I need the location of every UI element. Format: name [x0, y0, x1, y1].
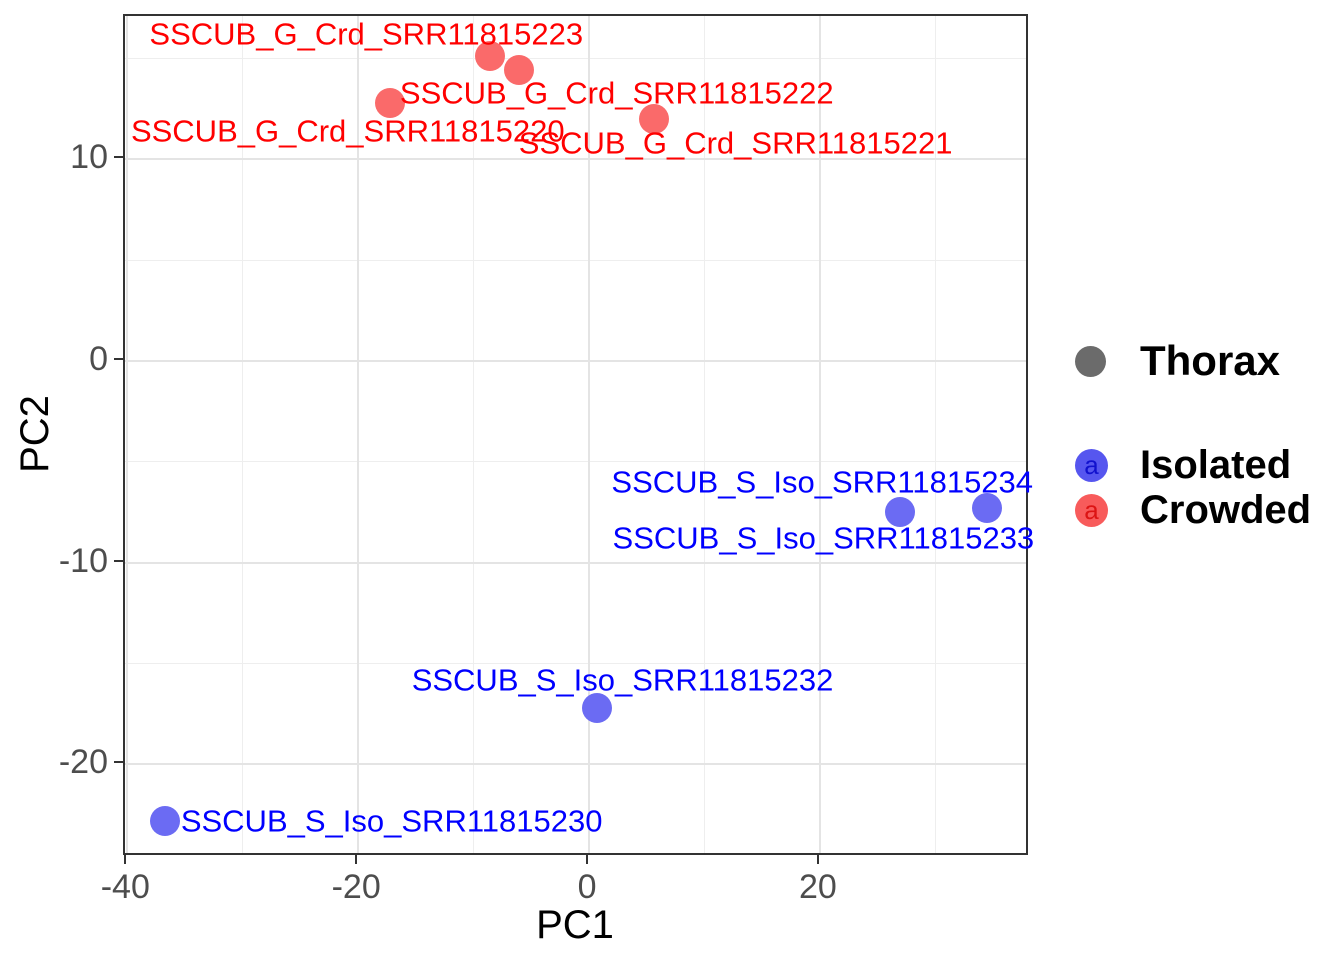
gridline-major-horizontal	[125, 763, 1026, 766]
data-point	[582, 692, 613, 723]
y-axis-tick	[114, 357, 123, 360]
legend-label: Isolated	[1140, 443, 1292, 487]
legend-key-letter: a	[1084, 450, 1099, 480]
y-axis-tick	[114, 156, 123, 159]
y-axis-tick	[114, 761, 123, 764]
legend-key-letter-icon: a	[1075, 493, 1108, 527]
gridline-major-vertical	[818, 16, 821, 853]
legend-label: Crowded	[1140, 488, 1312, 532]
y-axis-tick-label: 0	[89, 339, 108, 378]
x-axis-tick	[816, 855, 819, 864]
legend-label: Thorax	[1140, 337, 1281, 384]
x-axis-tick	[355, 855, 358, 864]
gridline-major-horizontal	[125, 359, 1026, 362]
legend-key-letter: a	[1084, 495, 1099, 525]
gridline-major-horizontal	[125, 561, 1026, 564]
point-label: SSCUB_S_Iso_SRR11815234	[611, 464, 1034, 500]
data-point	[375, 87, 406, 118]
point-label: SSCUB_G_Crd_SRR11815221	[518, 125, 953, 161]
gridline-minor-vertical	[703, 16, 705, 853]
y-axis-title: PC2	[13, 395, 57, 473]
x-axis-tick	[124, 855, 127, 864]
gridline-minor-horizontal	[125, 259, 1026, 261]
gridline-major-vertical	[357, 16, 360, 853]
data-point	[884, 497, 915, 528]
legend-entry-thorax: Thorax	[1075, 339, 1280, 383]
point-label: SSCUB_G_Crd_SRR11815223	[149, 16, 584, 52]
gridline-minor-horizontal	[125, 57, 1026, 59]
point-label: SSCUB_S_Iso_SRR11815233	[612, 520, 1035, 556]
x-axis-title: PC1	[536, 903, 614, 947]
point-label: SSCUB_G_Crd_SRR11815220	[130, 113, 565, 149]
gridline-minor-horizontal	[125, 461, 1026, 463]
data-point	[638, 103, 669, 134]
y-axis-tick	[114, 559, 123, 562]
legend-entry-crowded: a Crowded	[1075, 488, 1311, 532]
point-label: SSCUB_S_Iso_SRR11815230	[180, 803, 603, 839]
point-label: SSCUB_S_Iso_SRR11815232	[411, 662, 834, 698]
y-axis-tick-label: 10	[70, 138, 108, 177]
gridline-minor-vertical	[934, 16, 936, 853]
gridline-minor-vertical	[242, 16, 244, 853]
x-axis-tick-label: -40	[100, 868, 150, 906]
data-point	[503, 55, 534, 86]
y-axis-tick-label: -20	[58, 743, 108, 782]
legend-entry-isolated: a Isolated	[1075, 443, 1291, 487]
legend-key-circle-icon	[1075, 345, 1106, 377]
plot-panel: SSCUB_G_Crd_SRR11815223 SSCUB_G_Crd_SRR11…	[123, 14, 1034, 855]
point-label: SSCUB_G_Crd_SRR11815222	[399, 75, 834, 111]
gridline-major-horizontal	[125, 158, 1026, 161]
gridline-major-vertical	[588, 16, 591, 853]
x-axis-tick-label: -20	[331, 868, 381, 906]
data-point	[150, 805, 181, 836]
x-axis-tick	[586, 855, 589, 864]
data-point	[474, 41, 505, 72]
gridline-major-vertical	[126, 16, 129, 853]
x-axis-tick-label: 20	[798, 868, 837, 906]
y-axis-tick-label: -10	[58, 541, 108, 580]
gridline-minor-horizontal	[125, 662, 1026, 664]
x-axis-tick-label: 0	[577, 868, 597, 906]
gridline-minor-vertical	[473, 16, 475, 853]
data-point	[972, 493, 1003, 524]
legend-key-letter-icon: a	[1075, 448, 1108, 482]
